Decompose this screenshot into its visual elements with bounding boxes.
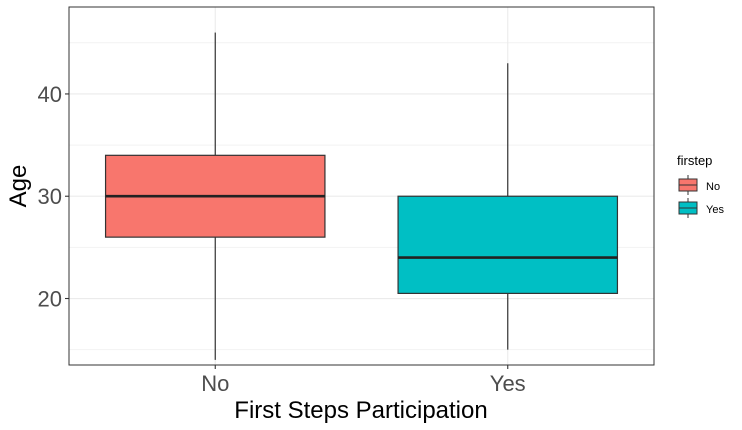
y-tick-label: 30 [38,184,62,209]
x-axis-title: First Steps Participation [234,397,487,424]
legend: firstep No Yes [677,153,724,218]
box-yes [397,63,619,350]
box-body [397,195,619,295]
x-tick-label: No [201,371,229,396]
legend-label: Yes [706,204,724,216]
legend-title: firstep [677,153,712,168]
y-axis-title: Age [5,165,32,208]
y-axis: 20 30 40 [38,82,69,312]
minor-gridlines [69,42,654,351]
boxes-layer [104,32,619,360]
x-tick-label: Yes [490,371,526,396]
plot-panel-border [68,6,655,366]
legend-item-yes: Yes [678,198,724,218]
y-tick-label: 20 [38,287,62,312]
legend-label: No [706,181,720,193]
x-axis: No Yes [201,365,526,396]
box-no [104,32,326,360]
y-tick-label: 40 [38,82,62,107]
legend-item-no: No [678,175,720,195]
